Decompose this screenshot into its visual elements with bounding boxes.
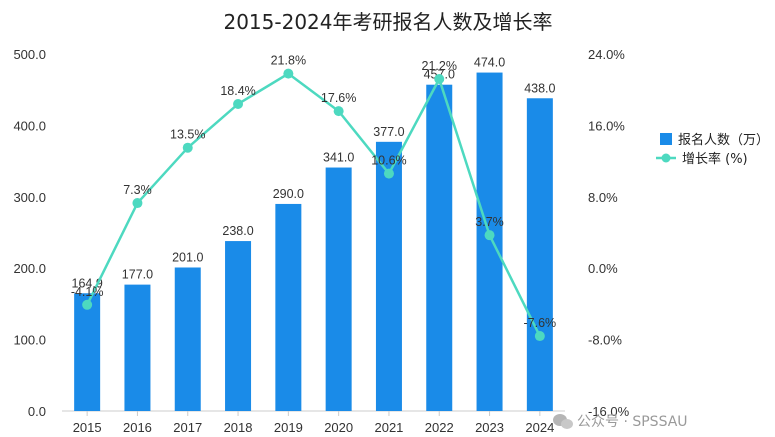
bar <box>225 241 252 411</box>
bar <box>124 284 151 411</box>
line-point <box>534 331 545 342</box>
line-point <box>484 230 495 241</box>
x-tick-label: 2017 <box>173 420 202 435</box>
x-tick-label: 2019 <box>274 420 303 435</box>
legend-swatch-marker <box>661 153 671 163</box>
line-data-label: 13.5% <box>170 128 205 142</box>
x-tick-label: 2023 <box>475 420 504 435</box>
line-data-label: -7.6% <box>524 316 557 330</box>
y-right-tick-label: 0.0% <box>588 261 618 276</box>
legend-label-bar: 报名人数（万） <box>678 132 769 148</box>
axes: 0.0 100.0 200.0 300.0 400.0 500.0 -16.0% -8.0% 0… <box>13 47 629 435</box>
x-tick-label: 2020 <box>324 420 353 435</box>
x-tick-label: 2015 <box>73 420 102 435</box>
bar-data-label: 438.0 <box>524 81 555 95</box>
line-point <box>333 106 344 117</box>
bar-data-label: 377.0 <box>373 125 404 139</box>
bar-data-label: 177.0 <box>122 268 153 282</box>
bar-data-label: 290.0 <box>273 187 304 201</box>
line-data-label: 21.2% <box>422 59 457 73</box>
y-right-tick-label: -16.0% <box>588 404 630 419</box>
bar-data-label: 341.0 <box>323 151 354 165</box>
line-point <box>383 168 394 179</box>
y-left-tick-label: 200.0 <box>13 261 46 276</box>
bar <box>476 72 503 412</box>
line-data-label: 18.4% <box>220 84 255 98</box>
line-series: -4.1% 7.3% 13.5% 18.4% 21.8% 17.6% 10.6% 21.2% 3… <box>71 54 557 342</box>
y-right-tick-label: 16.0% <box>588 118 625 133</box>
wechat-icon <box>553 414 573 429</box>
line-data-label: -4.1% <box>71 285 104 299</box>
bar <box>375 141 402 411</box>
line-point <box>132 198 143 209</box>
y-right-tick-label: 24.0% <box>588 47 625 62</box>
bar-data-label: 474.0 <box>474 56 505 70</box>
watermark-text: 公众号 · SPSSAU <box>577 414 688 430</box>
bar-data-label: 238.0 <box>222 224 253 238</box>
y-right-tick-label: 8.0% <box>588 190 618 205</box>
y-left-tick-label: 100.0 <box>13 333 46 348</box>
y-left-tick-label: 0.0 <box>28 404 46 419</box>
bar <box>526 98 553 411</box>
watermark: 公众号 · SPSSAU <box>553 414 688 430</box>
line-data-label: 10.6% <box>371 154 406 168</box>
y-left-tick-label: 400.0 <box>13 118 46 133</box>
x-tick-label: 2022 <box>425 420 454 435</box>
legend: 报名人数（万） 增长率 (%) <box>656 132 769 167</box>
line-point <box>434 73 445 84</box>
y-left-tick-label: 300.0 <box>13 190 46 205</box>
line-data-label: 3.7% <box>475 215 504 229</box>
line-point <box>233 98 244 109</box>
x-tick-label: 2024 <box>525 420 554 435</box>
line-point <box>182 142 193 153</box>
bar <box>74 293 101 411</box>
legend-label-line: 增长率 (%) <box>682 151 748 167</box>
bar <box>325 167 352 411</box>
x-tick-label: 2018 <box>224 420 253 435</box>
line-data-label: 21.8% <box>271 54 306 68</box>
bar <box>426 84 453 412</box>
line-data-label: 7.3% <box>123 183 152 197</box>
line-data-label: 17.6% <box>321 91 356 105</box>
bar <box>174 267 201 411</box>
line-point <box>82 299 93 310</box>
bar <box>275 203 302 411</box>
y-left-tick-label: 500.0 <box>13 47 46 62</box>
growth-line <box>86 72 541 337</box>
bar-data-label: 201.0 <box>172 250 203 264</box>
chart-title: 2015-2024年考研报名人数及增长率 <box>223 10 552 34</box>
y-right-tick-label: -8.0% <box>588 333 622 348</box>
line-point <box>283 68 294 79</box>
x-tick-label: 2016 <box>123 420 152 435</box>
bar-series: 164.9177.0201.0238.0290.0341.0377.0457.0… <box>72 56 556 412</box>
x-tick-label: 2021 <box>374 420 403 435</box>
legend-swatch-bar <box>660 133 672 145</box>
